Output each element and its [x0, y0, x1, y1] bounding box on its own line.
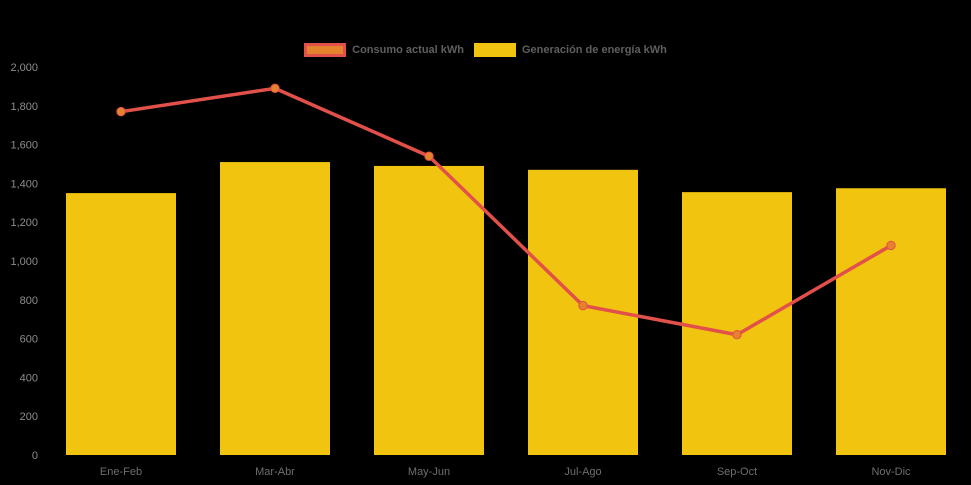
y-tick-label: 600 — [20, 334, 38, 346]
legend-label-generacion: Generación de energía kWh — [521, 44, 667, 56]
line-point-mar-abr[interactable] — [270, 83, 280, 94]
y-tick-label: 1,200 — [10, 217, 38, 229]
y-tick-label: 2,000 — [10, 62, 38, 74]
line-point-may-jun[interactable] — [424, 151, 434, 161]
y-tick-label: 1,400 — [10, 178, 38, 190]
legend-item-generacion-energia[interactable]: Generación de energía kWh — [473, 43, 667, 57]
line-point-sep-oct[interactable] — [732, 330, 742, 340]
legend-label-consumo: Consumo actual kWh — [352, 44, 464, 56]
bar-nov-dic[interactable] — [836, 188, 946, 455]
chart-legend: Consumo actual kWh Generación de energía… — [0, 43, 971, 57]
bar-ene-feb[interactable] — [66, 193, 176, 455]
x-axis-label-sep-oct: Sep-Oct — [717, 466, 757, 478]
x-axis-label-mar-abr: Mar-Abr — [255, 466, 295, 478]
y-tick-label: 400 — [20, 372, 38, 384]
x-axis-label-may-jun: May-Jun — [408, 466, 450, 478]
legend-swatch-consumo-icon — [304, 43, 347, 57]
line-point-jul-ago[interactable] — [578, 300, 588, 311]
x-axis-label-jul-ago: Jul-Ago — [564, 466, 601, 478]
legend-item-consumo-actual[interactable]: Consumo actual kWh — [304, 43, 464, 57]
bar-mar-abr[interactable] — [220, 162, 330, 455]
line-point-ene-feb[interactable] — [116, 106, 126, 117]
y-tick-label: 1,800 — [10, 101, 38, 113]
x-axis-label-ene-feb: Ene-Feb — [100, 466, 142, 478]
y-tick-label: 1,600 — [10, 140, 38, 152]
bar-may-jun[interactable] — [374, 165, 484, 455]
y-tick-label: 200 — [20, 411, 38, 423]
y-tick-label: 0 — [32, 450, 38, 462]
x-axis-label-nov-dic: Nov-Dic — [871, 466, 911, 478]
bar-sep-oct[interactable] — [682, 192, 792, 455]
y-tick-label: 800 — [20, 295, 38, 307]
legend-swatch-generacion-icon — [473, 43, 516, 57]
y-tick-label: 1,000 — [10, 256, 38, 268]
line-point-nov-dic[interactable] — [886, 240, 896, 251]
consumo-line — [119, 86, 893, 337]
